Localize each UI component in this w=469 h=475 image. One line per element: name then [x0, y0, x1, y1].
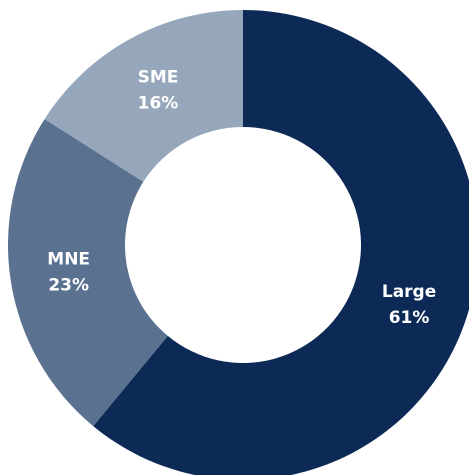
slice-label: MNE [47, 250, 90, 270]
slice [8, 119, 168, 427]
slice-label: SME [138, 67, 179, 87]
slice-label: Large [382, 282, 436, 302]
value-label: 16% [138, 93, 179, 113]
value-label: 23% [48, 276, 89, 296]
slice [44, 10, 243, 182]
slice [93, 10, 469, 475]
value-label: 61% [389, 308, 430, 328]
